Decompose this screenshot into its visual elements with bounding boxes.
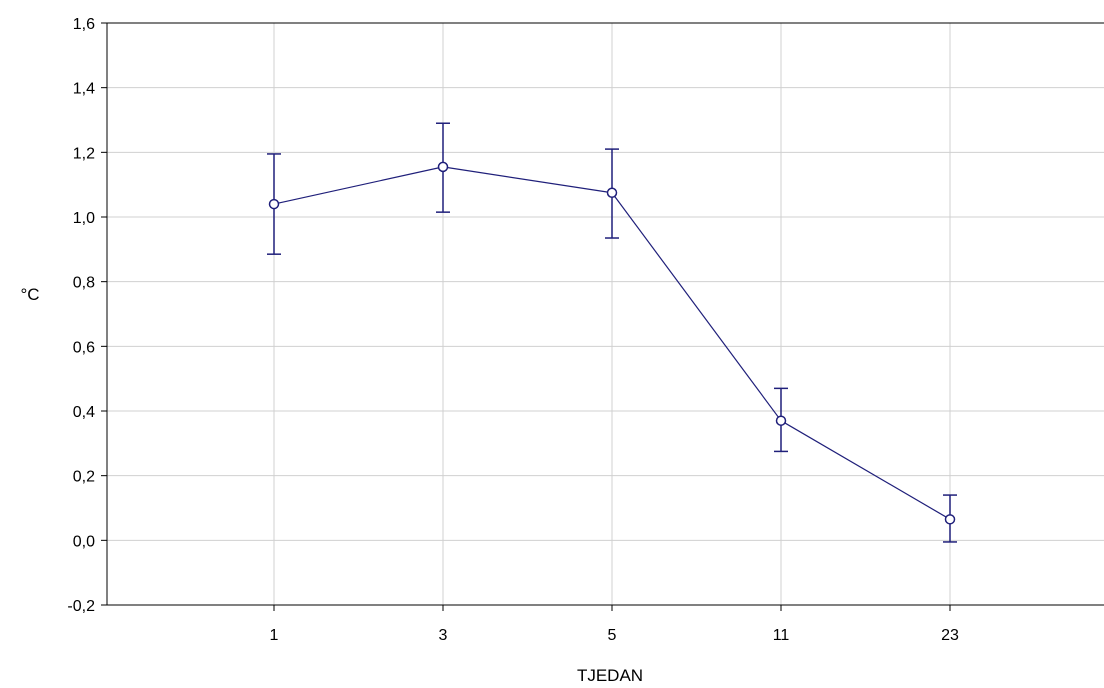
x-tick-label: 23 — [941, 627, 959, 644]
y-axis-ticks: -0,2 0,0 0,2 0,4 0,6 0,8 1,0 1,2 1,4 1,6 — [67, 16, 107, 615]
data-point — [606, 187, 618, 198]
y-tick-label: 1,6 — [73, 16, 95, 33]
x-axis-ticks: 1 3 5 11 23 — [270, 605, 959, 644]
data-point — [437, 161, 449, 173]
y-tick-label: 0,2 — [73, 469, 95, 486]
y-tick-label: 0,4 — [73, 404, 95, 421]
y-tick-label: 1,4 — [73, 81, 95, 98]
y-tick-label: 0,0 — [73, 533, 95, 550]
x-axis-label: TJEDAN — [577, 666, 643, 685]
data-point — [944, 514, 956, 525]
x-tick-label: 5 — [608, 627, 617, 644]
y-tick-label: 0,6 — [73, 339, 95, 356]
y-tick-label: 0,8 — [73, 275, 95, 292]
y-tick-label: 1,0 — [73, 210, 95, 227]
data-point — [268, 198, 280, 210]
series-line-segment — [273, 166, 444, 205]
y-axis-label: °C — [20, 285, 39, 304]
series-line-segment — [780, 420, 951, 520]
y-tick-label: -0,2 — [67, 598, 95, 615]
plot-frame — [106, 22, 1104, 606]
series-line-segment — [611, 192, 782, 422]
y-tick-label: 1,2 — [73, 145, 95, 162]
series-lines — [273, 166, 951, 520]
data-point — [775, 415, 787, 426]
x-tick-label: 3 — [439, 627, 448, 644]
x-tick-label: 1 — [270, 627, 279, 644]
x-tick-label: 11 — [773, 627, 790, 644]
data-points — [268, 161, 956, 525]
series-line-segment — [442, 166, 613, 194]
